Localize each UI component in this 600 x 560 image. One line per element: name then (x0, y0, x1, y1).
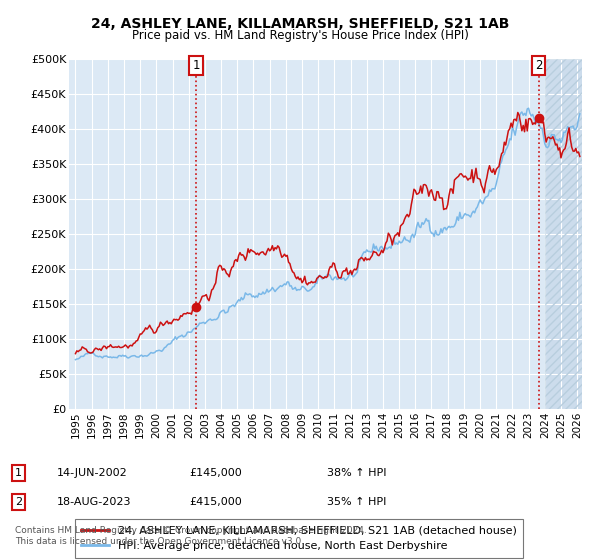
Text: This data is licensed under the Open Government Licence v3.0.: This data is licensed under the Open Gov… (15, 538, 304, 547)
Text: £145,000: £145,000 (189, 468, 242, 478)
Text: 38% ↑ HPI: 38% ↑ HPI (327, 468, 386, 478)
Text: 24, ASHLEY LANE, KILLAMARSH, SHEFFIELD, S21 1AB: 24, ASHLEY LANE, KILLAMARSH, SHEFFIELD, … (91, 17, 509, 31)
Bar (545, 59, 582, 409)
Text: £415,000: £415,000 (189, 497, 242, 507)
Text: 2: 2 (535, 59, 542, 72)
Text: Price paid vs. HM Land Registry's House Price Index (HPI): Price paid vs. HM Land Registry's House … (131, 29, 469, 42)
Text: 35% ↑ HPI: 35% ↑ HPI (327, 497, 386, 507)
Text: 1: 1 (192, 59, 200, 72)
Bar (545, 59, 582, 409)
Text: 14-JUN-2002: 14-JUN-2002 (57, 468, 128, 478)
Text: 18-AUG-2023: 18-AUG-2023 (57, 497, 131, 507)
Legend: 24, ASHLEY LANE, KILLAMARSH, SHEFFIELD, S21 1AB (detached house), HPI: Average p: 24, ASHLEY LANE, KILLAMARSH, SHEFFIELD, … (74, 519, 523, 558)
Text: 1: 1 (15, 468, 22, 478)
Text: 2: 2 (15, 497, 22, 507)
Text: Contains HM Land Registry data © Crown copyright and database right 2024.: Contains HM Land Registry data © Crown c… (15, 526, 367, 535)
